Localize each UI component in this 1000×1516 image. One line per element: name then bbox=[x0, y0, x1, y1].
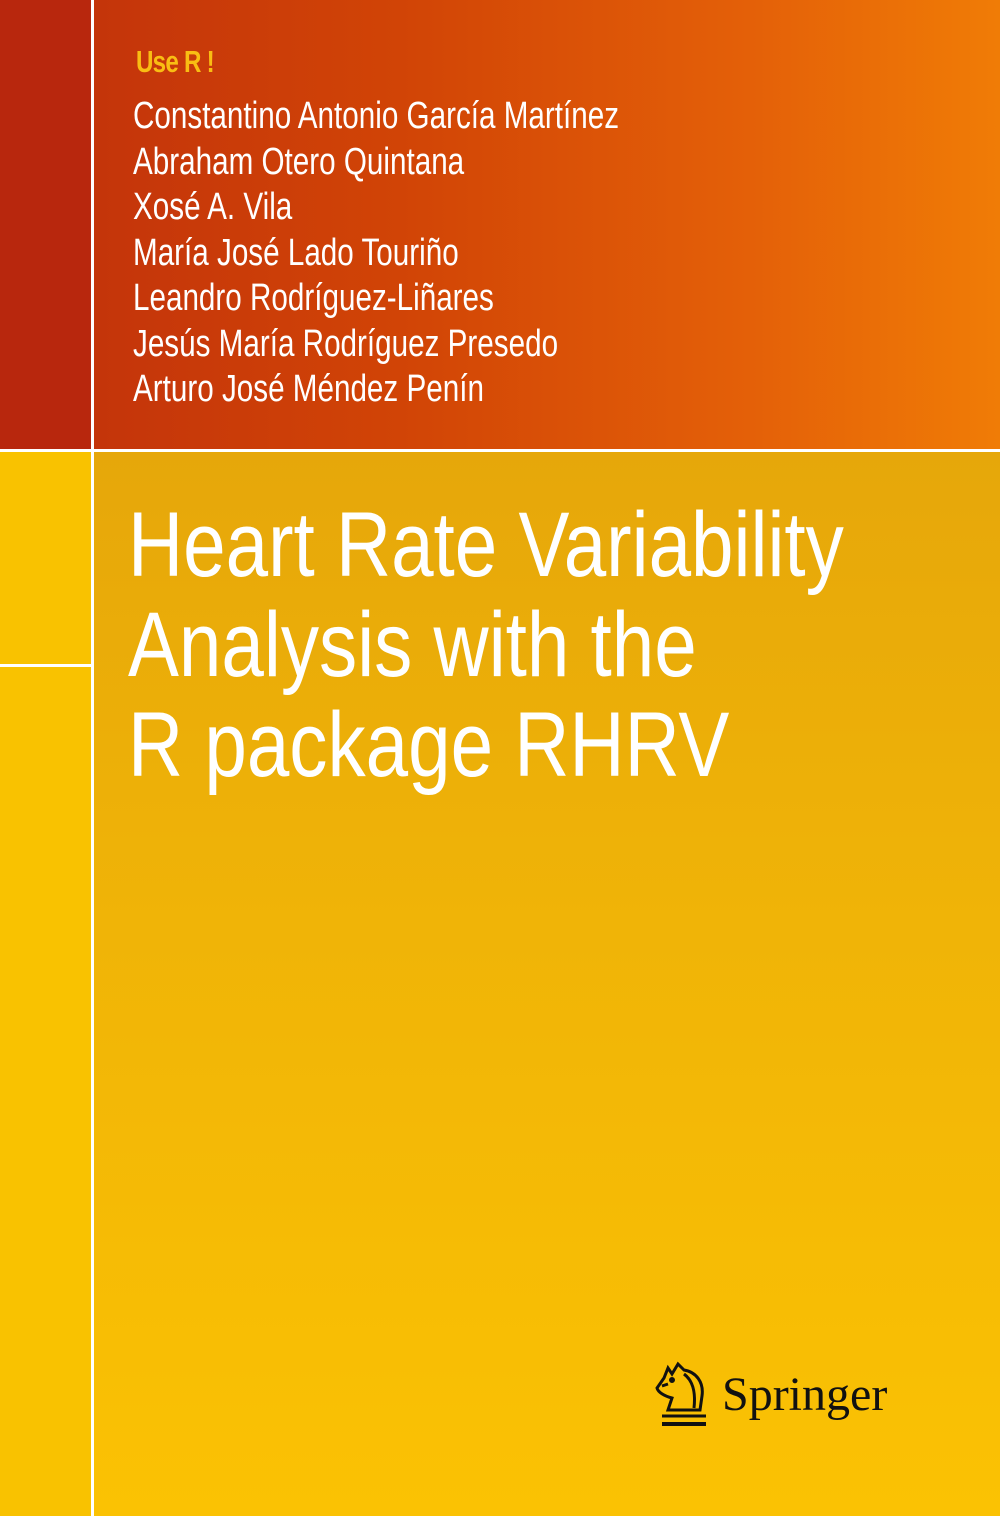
author: Constantino Antonio García Martínez bbox=[133, 95, 620, 137]
author: María José Lado Touriño bbox=[133, 231, 459, 274]
top-band bbox=[0, 0, 1000, 449]
author-list: Constantino Antonio García Martínez Abra… bbox=[133, 94, 619, 413]
vertical-divider bbox=[91, 0, 94, 1516]
publisher-name: Springer bbox=[722, 1367, 888, 1421]
publisher-logo: Springer bbox=[654, 1360, 887, 1428]
bottom-band bbox=[0, 452, 1000, 1516]
bottom-left-strip bbox=[0, 452, 91, 1516]
author: Leandro Rodríguez-Liñares bbox=[133, 277, 494, 319]
title-line: R package RHRV bbox=[128, 694, 730, 796]
horizontal-divider bbox=[0, 449, 1000, 452]
strip-divider bbox=[0, 664, 91, 667]
top-left-strip bbox=[0, 0, 91, 449]
title-line: Analysis with the bbox=[128, 594, 697, 696]
author: Abraham Otero Quintana bbox=[133, 140, 465, 183]
book-title: Heart Rate Variability Analysis with the… bbox=[128, 495, 844, 795]
series-label: Use R ! bbox=[136, 44, 215, 79]
author: Jesús María Rodríguez Presedo bbox=[133, 322, 559, 365]
author: Xosé A. Vila bbox=[133, 186, 293, 228]
title-line: Heart Rate Variability bbox=[128, 494, 844, 596]
knight-horse-icon bbox=[655, 1361, 706, 1426]
author: Arturo José Méndez Penín bbox=[133, 368, 484, 410]
